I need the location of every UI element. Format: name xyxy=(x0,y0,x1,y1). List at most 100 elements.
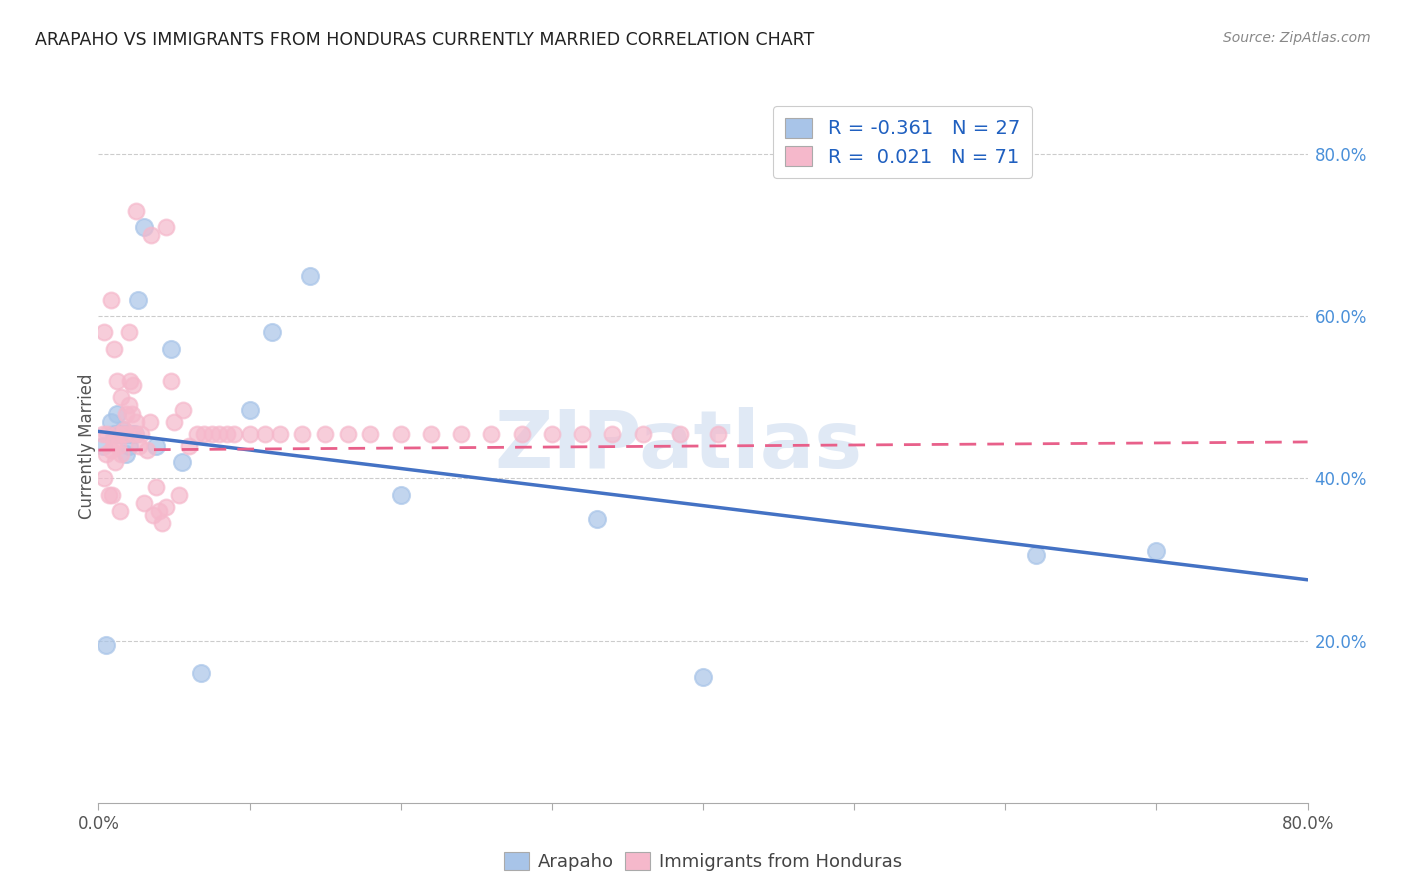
Point xyxy=(104,455,127,469)
Text: ARAPAHO VS IMMIGRANTS FROM HONDURAS CURRENTLY MARRIED CORRELATION CHART: ARAPAHO VS IMMIGRANTS FROM HONDURAS CURR… xyxy=(35,31,814,49)
Point xyxy=(94,638,117,652)
Point xyxy=(160,374,183,388)
Point xyxy=(128,439,150,453)
Point xyxy=(114,407,136,421)
Point xyxy=(186,426,208,441)
Point xyxy=(98,488,121,502)
Point xyxy=(103,434,125,449)
Point xyxy=(269,426,291,441)
Point xyxy=(208,426,231,441)
Point xyxy=(94,447,117,461)
Point xyxy=(167,488,190,502)
Point xyxy=(105,426,128,441)
Point xyxy=(91,439,114,453)
Point xyxy=(389,488,412,502)
Point xyxy=(127,293,149,307)
Point xyxy=(163,415,186,429)
Point xyxy=(450,426,472,441)
Point xyxy=(291,426,314,441)
Point xyxy=(120,374,142,388)
Point xyxy=(253,426,276,441)
Point xyxy=(155,220,177,235)
Point xyxy=(631,426,654,441)
Point xyxy=(115,426,138,441)
Point xyxy=(145,439,167,453)
Point xyxy=(299,268,322,283)
Point xyxy=(135,443,157,458)
Point xyxy=(107,439,129,453)
Point xyxy=(707,426,730,441)
Point xyxy=(172,402,194,417)
Point xyxy=(125,203,148,218)
Point xyxy=(110,426,132,441)
Point xyxy=(160,342,183,356)
Point xyxy=(586,512,609,526)
Point xyxy=(110,447,132,461)
Point xyxy=(93,326,115,340)
Point xyxy=(111,426,134,441)
Point xyxy=(540,426,562,441)
Point xyxy=(148,504,170,518)
Point xyxy=(193,426,215,441)
Point xyxy=(602,426,624,441)
Point xyxy=(1024,549,1046,563)
Point xyxy=(101,488,124,502)
Point xyxy=(150,516,173,530)
Point xyxy=(239,402,262,417)
Point xyxy=(224,426,246,441)
Point xyxy=(115,426,138,441)
Point xyxy=(201,426,224,441)
Point xyxy=(170,455,193,469)
Text: ZIPatlas: ZIPatlas xyxy=(495,407,863,485)
Point xyxy=(121,407,143,421)
Text: Source: ZipAtlas.com: Source: ZipAtlas.com xyxy=(1223,31,1371,45)
Y-axis label: Currently Married: Currently Married xyxy=(79,373,96,519)
Point xyxy=(215,426,238,441)
Point xyxy=(100,415,122,429)
Point xyxy=(239,426,262,441)
Point xyxy=(124,426,146,441)
Point xyxy=(125,415,148,429)
Legend: R = -0.361   N = 27, R =  0.021   N = 71: R = -0.361 N = 27, R = 0.021 N = 71 xyxy=(773,106,1032,178)
Point xyxy=(155,500,177,514)
Point xyxy=(132,220,155,235)
Point xyxy=(132,496,155,510)
Point xyxy=(103,342,125,356)
Point xyxy=(1144,544,1167,558)
Point xyxy=(111,423,134,437)
Point xyxy=(420,426,443,441)
Point xyxy=(100,443,122,458)
Point xyxy=(114,447,136,461)
Point xyxy=(105,407,128,421)
Point xyxy=(118,326,141,340)
Point xyxy=(121,426,143,441)
Point xyxy=(190,666,212,681)
Point xyxy=(262,326,284,340)
Point xyxy=(571,426,593,441)
Point xyxy=(112,423,135,437)
Point xyxy=(141,228,163,243)
Point xyxy=(118,399,141,413)
Point xyxy=(110,390,132,404)
Point xyxy=(669,426,692,441)
Point xyxy=(118,439,141,453)
Point xyxy=(179,439,201,453)
Point xyxy=(93,471,115,485)
Point xyxy=(360,426,382,441)
Point xyxy=(124,426,146,441)
Point xyxy=(510,426,533,441)
Point xyxy=(129,426,152,441)
Legend: Arapaho, Immigrants from Honduras: Arapaho, Immigrants from Honduras xyxy=(496,845,910,879)
Point xyxy=(107,426,129,441)
Point xyxy=(145,479,167,493)
Point xyxy=(142,508,165,522)
Point xyxy=(481,426,503,441)
Point xyxy=(336,426,359,441)
Point xyxy=(389,426,412,441)
Point xyxy=(139,415,162,429)
Point xyxy=(314,426,336,441)
Point xyxy=(96,426,118,441)
Point xyxy=(692,670,714,684)
Point xyxy=(103,426,125,441)
Point xyxy=(122,378,145,392)
